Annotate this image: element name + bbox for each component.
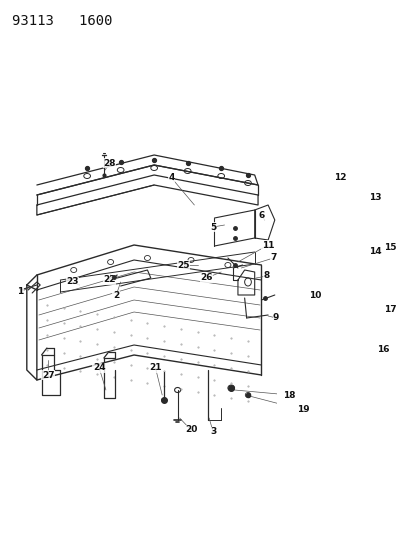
Text: 5: 5 (209, 222, 216, 231)
Text: 21: 21 (149, 364, 161, 373)
Text: 3: 3 (209, 427, 216, 437)
Text: 11: 11 (261, 240, 274, 249)
Text: 24: 24 (93, 364, 105, 373)
Text: 18: 18 (282, 391, 295, 400)
Text: 10: 10 (308, 290, 320, 300)
Text: 26: 26 (200, 273, 212, 282)
Text: 4: 4 (168, 174, 174, 182)
Text: 20: 20 (184, 425, 197, 434)
Text: 28: 28 (103, 158, 115, 167)
Text: 1: 1 (17, 287, 23, 296)
Text: 15: 15 (383, 244, 395, 253)
Text: 23: 23 (66, 278, 78, 287)
Text: 14: 14 (368, 247, 381, 256)
Text: 25: 25 (177, 261, 190, 270)
Text: 12: 12 (333, 174, 346, 182)
Text: 19: 19 (296, 406, 309, 415)
Text: 27: 27 (42, 370, 55, 379)
Text: 13: 13 (368, 193, 381, 203)
Text: 2: 2 (113, 292, 119, 301)
Text: 22: 22 (103, 276, 115, 285)
Text: 6: 6 (258, 211, 264, 220)
Text: 8: 8 (263, 271, 269, 280)
Text: 17: 17 (383, 305, 395, 314)
Text: 16: 16 (376, 345, 389, 354)
Text: 7: 7 (270, 254, 276, 262)
Text: 9: 9 (272, 313, 279, 322)
Text: 93113   1600: 93113 1600 (12, 14, 112, 28)
